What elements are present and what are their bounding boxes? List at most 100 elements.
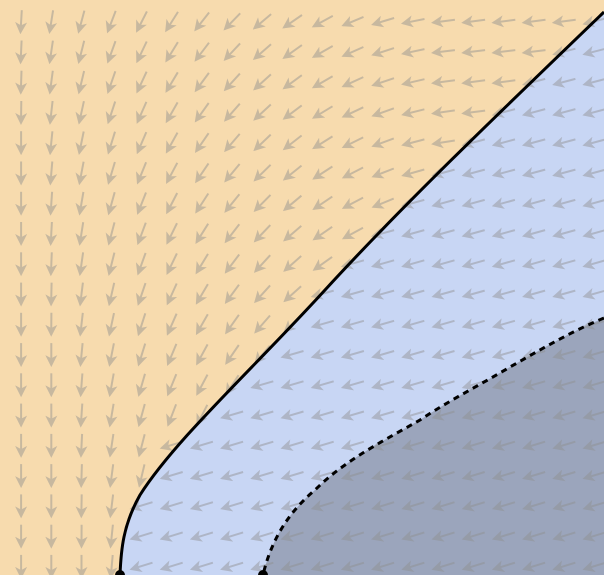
vector-arrow bbox=[401, 288, 425, 300]
vector-arrow bbox=[75, 433, 88, 458]
vector-arrow bbox=[582, 499, 604, 512]
vector-arrow bbox=[195, 192, 210, 214]
vector-arrow bbox=[253, 133, 272, 152]
vector-arrow bbox=[582, 348, 604, 361]
vector-arrow bbox=[136, 71, 148, 94]
vector-arrow bbox=[431, 409, 455, 421]
vector-arrow bbox=[283, 255, 302, 272]
vector-arrow bbox=[280, 348, 304, 361]
vector-arrow bbox=[340, 348, 365, 361]
vector-arrow bbox=[45, 40, 58, 65]
vector-arrow bbox=[552, 257, 576, 270]
vector-arrow bbox=[461, 530, 485, 542]
vector-arrow bbox=[401, 530, 425, 542]
vector-arrow bbox=[310, 469, 334, 482]
vector-arrow bbox=[371, 197, 395, 209]
vector-arrow bbox=[283, 225, 302, 242]
vector-arrow bbox=[491, 348, 516, 361]
vector-arrow bbox=[552, 499, 576, 512]
vector-arrow bbox=[521, 15, 546, 28]
vector-arrow bbox=[401, 106, 425, 119]
vector-arrow bbox=[401, 227, 425, 240]
vector-arrow bbox=[75, 70, 88, 95]
vector-arrow bbox=[195, 162, 210, 184]
vector-arrow bbox=[461, 45, 486, 58]
vector-arrow bbox=[371, 167, 395, 179]
vector-arrow bbox=[370, 257, 395, 270]
vector-arrow bbox=[135, 252, 148, 276]
vector-arrow bbox=[401, 167, 425, 179]
vector-arrow bbox=[105, 343, 118, 367]
vector-arrow bbox=[461, 197, 485, 209]
vector-arrow bbox=[371, 439, 395, 451]
vector-arrow bbox=[522, 288, 546, 300]
vector-arrow bbox=[431, 197, 455, 209]
vector-arrow bbox=[371, 106, 395, 118]
vector-arrow bbox=[282, 164, 303, 181]
vector-arrow bbox=[105, 312, 118, 337]
vector-arrow bbox=[582, 197, 604, 209]
vector-arrow bbox=[491, 197, 516, 209]
vector-arrow bbox=[461, 227, 485, 240]
vector-arrow bbox=[220, 530, 244, 542]
vector-arrow bbox=[311, 45, 334, 58]
vector-arrow bbox=[582, 227, 604, 240]
vector-arrow bbox=[283, 285, 302, 303]
vector-arrow bbox=[341, 196, 364, 209]
vector-arrow bbox=[341, 46, 364, 58]
vector-arrow bbox=[491, 499, 516, 512]
vector-arrow bbox=[521, 197, 546, 209]
vector-arrow bbox=[253, 254, 271, 273]
vector-arrow bbox=[522, 499, 546, 512]
vector-arrow bbox=[340, 288, 365, 300]
vector-arrow bbox=[582, 530, 604, 542]
vector-arrow bbox=[189, 530, 214, 542]
vector-arrow bbox=[75, 40, 88, 65]
vector-arrow bbox=[105, 252, 118, 276]
vector-arrow bbox=[461, 348, 485, 361]
vector-arrow bbox=[105, 464, 118, 488]
vector-arrow bbox=[401, 76, 425, 88]
vector-arrow bbox=[461, 166, 486, 179]
vector-arrow bbox=[224, 133, 241, 153]
vector-arrow bbox=[371, 46, 395, 58]
vector-arrow bbox=[254, 314, 271, 334]
vector-arrow bbox=[371, 560, 395, 572]
vector-arrow bbox=[225, 344, 240, 365]
vector-arrow bbox=[491, 530, 516, 542]
vector-arrow bbox=[582, 439, 604, 451]
vector-arrow bbox=[522, 318, 546, 330]
vector-arrow bbox=[280, 378, 304, 391]
vector-arrow bbox=[189, 560, 214, 572]
vector-arrow bbox=[582, 560, 604, 572]
vector-arrow bbox=[45, 131, 58, 156]
vector-arrow bbox=[431, 378, 455, 391]
vector-arrow bbox=[312, 165, 333, 180]
vector-arrow bbox=[136, 131, 148, 155]
vector-arrow bbox=[189, 469, 214, 482]
vector-arrow bbox=[522, 560, 546, 572]
vector-arrow bbox=[254, 284, 271, 304]
vector-arrow bbox=[136, 101, 148, 124]
vector-arrow bbox=[401, 318, 425, 330]
vector-arrow bbox=[105, 161, 118, 185]
vector-arrow bbox=[135, 403, 148, 428]
vector-arrow bbox=[194, 11, 210, 32]
vector-arrow bbox=[282, 194, 303, 212]
vector-arrow bbox=[431, 106, 455, 119]
vector-arrow bbox=[461, 318, 485, 330]
vector-arrow bbox=[491, 136, 516, 149]
vector-arrow bbox=[401, 257, 425, 270]
vector-arrow bbox=[135, 373, 148, 397]
vector-arrow bbox=[461, 75, 486, 88]
vector-arrow bbox=[282, 14, 303, 29]
vector-arrow bbox=[431, 288, 455, 300]
vector-arrow bbox=[194, 72, 210, 93]
vector-arrow bbox=[461, 439, 485, 451]
vector-arrow bbox=[491, 560, 516, 572]
vector-arrow bbox=[250, 499, 274, 512]
vector-arrow bbox=[15, 40, 28, 65]
vector-arrow bbox=[552, 530, 576, 542]
vector-arrow bbox=[224, 253, 240, 274]
vector-arrow bbox=[189, 439, 214, 451]
